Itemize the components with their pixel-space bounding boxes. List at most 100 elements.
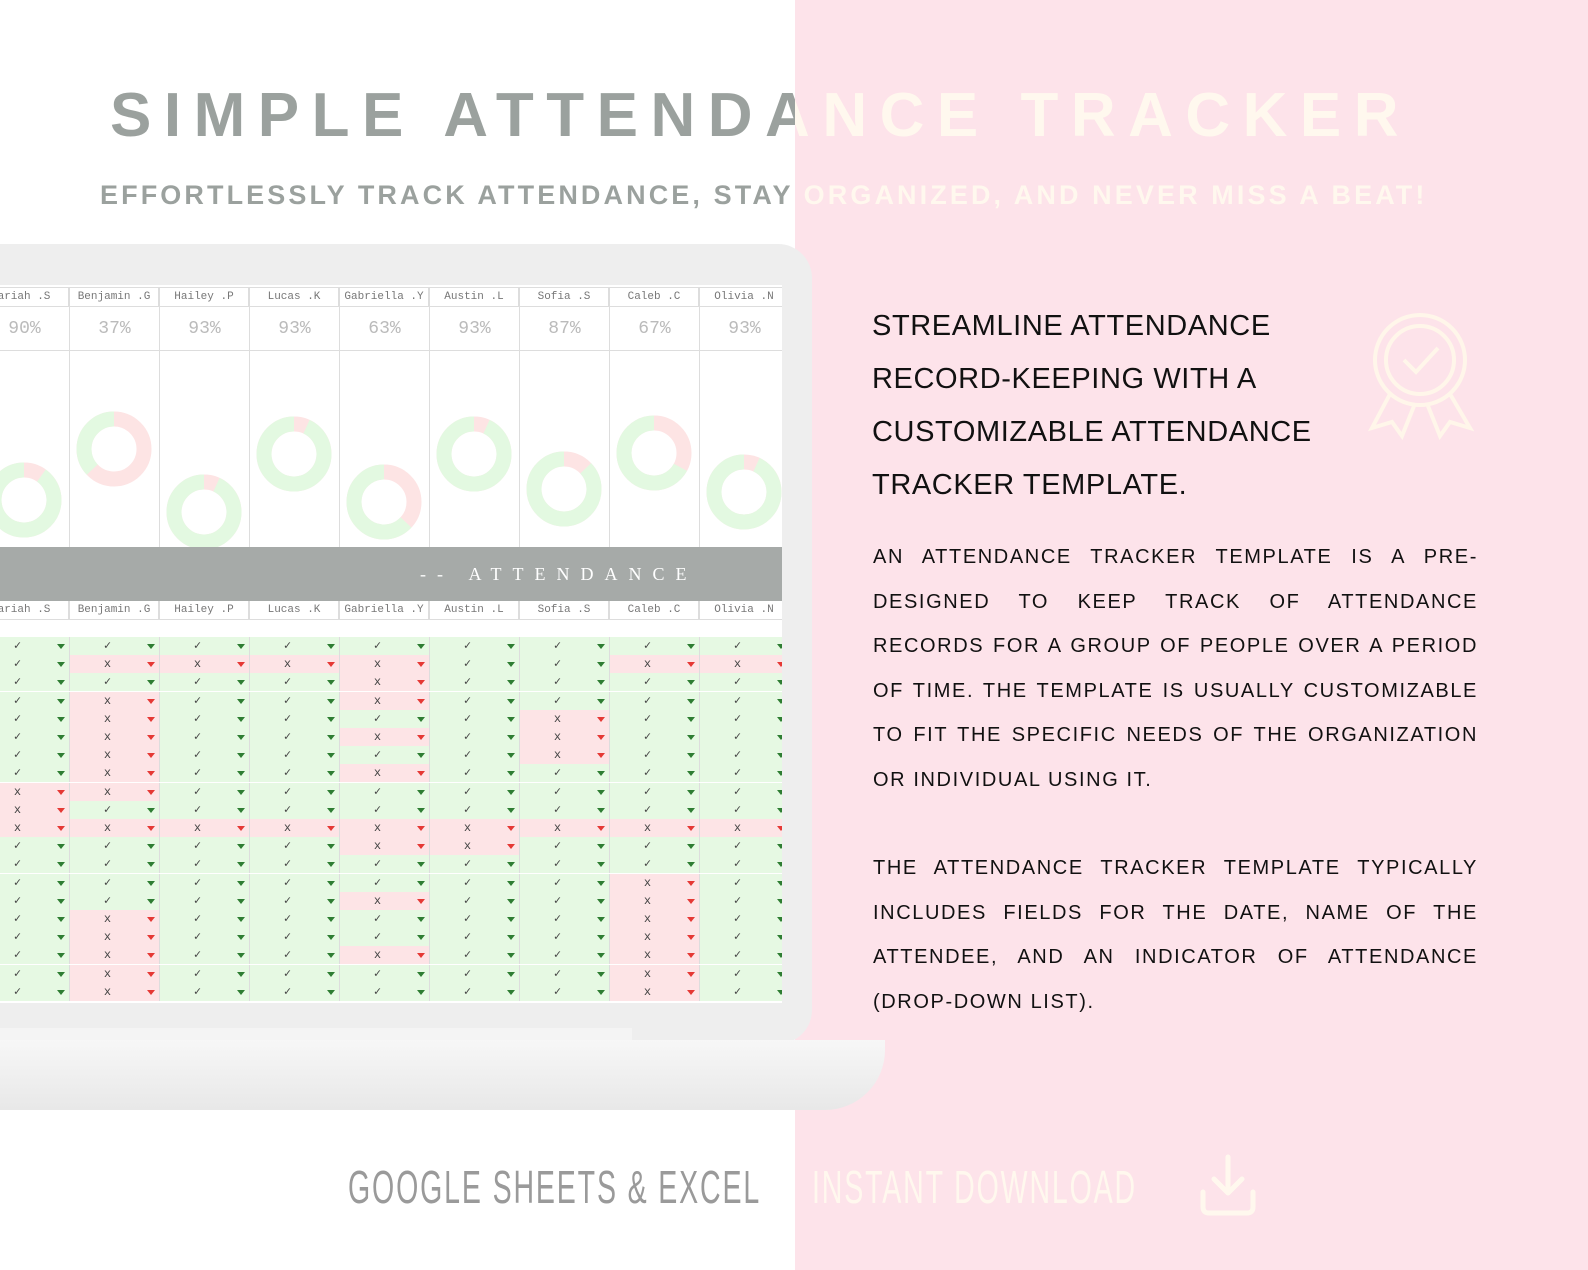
- attendance-cell: ✓: [429, 637, 519, 655]
- dropdown-arrow: [237, 698, 245, 704]
- attendance-cell: ✓: [519, 946, 609, 965]
- attendance-cell: x: [429, 837, 519, 856]
- attendance-cell: x: [609, 910, 699, 928]
- rate-label: 37%: [69, 307, 159, 351]
- dropdown-arrow: [777, 862, 782, 868]
- name-header: Austin .L: [429, 600, 519, 620]
- dropdown-arrow: [687, 789, 695, 795]
- heading: STREAMLINE ATTENDANCE RECORD-KEEPING WITH…: [872, 300, 1312, 512]
- rate-label: 67%: [609, 307, 699, 351]
- dropdown-arrow: [687, 807, 695, 813]
- donut: [436, 416, 512, 492]
- attendance-cell: x: [69, 728, 159, 746]
- dropdown-arrow: [687, 935, 695, 941]
- dropdown-arrow: [327, 935, 335, 941]
- attendance-cell: ✓: [699, 691, 782, 710]
- title: SIMPLE ATTENDANCE TRACKER: [0, 80, 1588, 151]
- attendance-cell: ✓: [0, 764, 69, 783]
- attendance-cell: ✓: [429, 655, 519, 674]
- dropdown-arrow: [687, 880, 695, 886]
- rate-label: 93%: [699, 307, 782, 351]
- dropdown-arrow: [417, 698, 425, 704]
- dropdown-arrow: [777, 771, 782, 777]
- attendance-cell: ✓: [339, 709, 429, 728]
- dropdown-arrow: [687, 844, 695, 850]
- dropdown-arrow: [777, 789, 782, 795]
- attendance-cell: ✓: [519, 982, 609, 1001]
- dropdown-arrow: [417, 989, 425, 995]
- dropdown-arrow: [687, 971, 695, 977]
- attendance-cell: ✓: [609, 746, 699, 765]
- attendance-cell: ✓: [249, 800, 339, 819]
- dropdown-arrow: [57, 644, 65, 649]
- dropdown-arrow: [57, 880, 65, 886]
- attendance-cell: ✓: [0, 673, 69, 692]
- dropdown-arrow: [687, 644, 695, 649]
- attendance-cell: ✓: [249, 928, 339, 947]
- attendance-cell: ✓: [249, 673, 339, 692]
- dropdown-arrow: [777, 662, 782, 668]
- attendance-cell: ✓: [159, 982, 249, 1001]
- attendance-cell: ✓: [249, 691, 339, 710]
- attendance-cell: ✓: [69, 637, 159, 655]
- attendance-cell: ✓: [699, 782, 782, 801]
- name-header: Sofia .S: [519, 287, 609, 307]
- dropdown-arrow: [237, 917, 245, 922]
- name-header: Hailey .P: [159, 600, 249, 620]
- attendance-cell: ✓: [429, 709, 519, 728]
- band: [0, 547, 782, 601]
- rate-label: 63%: [339, 307, 429, 351]
- dropdown-arrow: [417, 880, 425, 886]
- attendance-cell: ✓: [0, 855, 69, 874]
- attendance-cell: ✓: [249, 764, 339, 783]
- donut-segment: [76, 411, 152, 487]
- attendance-cell: ✓: [69, 891, 159, 910]
- attendance-cell: ✓: [519, 691, 609, 710]
- attendance-cell: ✓: [0, 637, 69, 655]
- attendance-cell: ✓: [249, 982, 339, 1001]
- attendance-cell: ✓: [699, 837, 782, 856]
- chart-cell: [69, 351, 159, 547]
- name-header: Lucas .K: [249, 287, 339, 307]
- attendance-cell: ✓: [699, 764, 782, 783]
- name-header: ariah .S: [0, 600, 69, 620]
- attendance-cell: x: [69, 928, 159, 947]
- attendance-cell: ✓: [609, 673, 699, 692]
- attendance-cell: ✓: [0, 946, 69, 965]
- dropdown-arrow: [597, 917, 605, 922]
- attendance-cell: ✓: [699, 709, 782, 728]
- attendance-cell: ✓: [429, 946, 519, 965]
- dropdown-arrow: [57, 971, 65, 977]
- chart-cell: [339, 351, 429, 547]
- attendance-cell: ✓: [339, 800, 429, 819]
- attendance-cell: ✓: [249, 782, 339, 801]
- dropdown-arrow: [327, 971, 335, 977]
- band-title: -- ATTENDANCE: [420, 564, 698, 584]
- dropdown-arrow: [57, 917, 65, 922]
- dropdown-arrow: [507, 971, 515, 977]
- attendance-cell: ✓: [159, 964, 249, 983]
- attendance-cell: ✓: [699, 855, 782, 874]
- attendance-cell: x: [69, 655, 159, 674]
- dropdown-arrow: [327, 844, 335, 850]
- rate-label: 87%: [519, 307, 609, 351]
- dropdown-arrow: [147, 789, 155, 795]
- dropdown-arrow: [327, 826, 335, 831]
- dropdown-arrow: [507, 771, 515, 777]
- dropdown-arrow: [417, 898, 425, 904]
- attendance-cell: ✓: [429, 800, 519, 819]
- paragraph: THE ATTENDANCE TRACKER TEMPLATE TYPICALL…: [873, 857, 1478, 1013]
- name-header: ariah .S: [0, 287, 69, 307]
- dropdown-arrow: [507, 735, 515, 740]
- dropdown-arrow: [237, 880, 245, 886]
- dropdown-arrow: [507, 753, 515, 759]
- attendance-cell: ✓: [609, 637, 699, 655]
- dropdown-arrow: [327, 644, 335, 649]
- attendance-cell: x: [69, 746, 159, 765]
- attendance-cell: x: [609, 655, 699, 674]
- dropdown-arrow: [417, 789, 425, 795]
- attendance-cell: x: [609, 982, 699, 1001]
- donut: [346, 464, 422, 540]
- attendance-cell: ✓: [69, 873, 159, 892]
- dropdown-arrow: [507, 826, 515, 831]
